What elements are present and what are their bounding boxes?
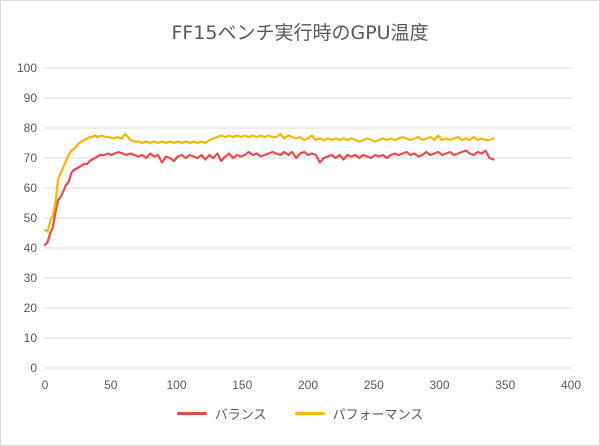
y-tick-label: 80 xyxy=(24,121,38,135)
legend: バランス パフォーマンス xyxy=(0,404,600,423)
x-axis-ticks: 0 50 100 150 200 250 300 350 400 xyxy=(42,378,582,392)
y-tick-label: 70 xyxy=(24,151,38,165)
x-tick-label: 300 xyxy=(429,378,449,392)
legend-swatch-performance xyxy=(294,412,325,415)
y-tick-label: 30 xyxy=(24,271,38,285)
series-line-balance xyxy=(43,149,495,247)
x-tick-label: 350 xyxy=(495,378,515,392)
legend-label-balance: バランス xyxy=(214,408,267,423)
legend-entry-balance: バランス xyxy=(176,404,267,423)
x-tick-label: 50 xyxy=(104,378,118,392)
y-tick-label: 0 xyxy=(30,361,37,375)
chart-title: FF15ベンチ実行時のGPU温度 xyxy=(171,22,429,44)
y-axis-ticks: 0 10 20 30 40 50 60 70 80 90 100 xyxy=(17,61,37,375)
y-tick-label: 60 xyxy=(24,181,38,195)
y-tick-label: 100 xyxy=(17,61,37,75)
x-tick-label: 400 xyxy=(561,378,581,392)
series-line-performance xyxy=(43,132,495,233)
y-tick-label: 90 xyxy=(24,91,38,105)
legend-entry-performance: パフォーマンス xyxy=(294,404,424,423)
series-lines xyxy=(43,132,495,247)
y-tick-label: 10 xyxy=(24,331,38,345)
legend-swatch-balance xyxy=(176,412,207,415)
y-tick-label: 20 xyxy=(24,301,38,315)
y-tick-label: 50 xyxy=(24,211,38,225)
x-tick-label: 100 xyxy=(166,378,186,392)
y-tick-label: 40 xyxy=(24,241,38,255)
x-tick-label: 150 xyxy=(232,378,252,392)
x-tick-label: 200 xyxy=(298,378,318,392)
gridlines xyxy=(45,67,571,369)
x-tick-label: 250 xyxy=(364,378,384,392)
x-tick-label: 0 xyxy=(42,378,49,392)
legend-label-performance: パフォーマンス xyxy=(332,408,424,423)
